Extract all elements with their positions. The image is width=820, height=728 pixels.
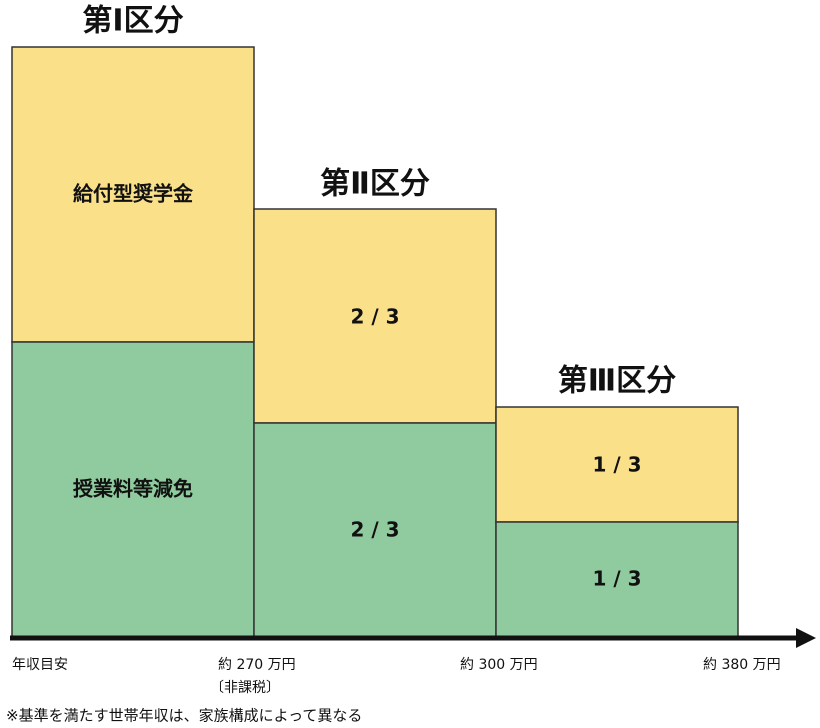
footnote: ※基準を満たす世帯年収は、家族構成によって異なる bbox=[6, 707, 362, 725]
block-label: 授業料等減免 bbox=[73, 477, 193, 501]
column-title: 第Ⅰ区分 bbox=[82, 4, 183, 39]
block-label: 1 / 3 bbox=[592, 453, 641, 477]
block bbox=[495, 521, 739, 638]
block-label: 給付型奨学金 bbox=[73, 182, 194, 206]
axis-tick: 約 270 万円 bbox=[218, 657, 296, 673]
axis-arrow bbox=[796, 628, 816, 648]
axis-tick: 約 380 万円 bbox=[703, 657, 781, 673]
block-label: 2 / 3 bbox=[350, 305, 399, 329]
column-title: 第Ⅲ区分 bbox=[558, 364, 676, 399]
axis-note: 〔非課税〕 bbox=[210, 680, 280, 696]
column-title: 第Ⅱ区分 bbox=[320, 167, 430, 202]
block bbox=[11, 46, 255, 343]
block bbox=[253, 422, 497, 638]
axis-label: 年収目安 bbox=[12, 657, 68, 673]
block-label: 2 / 3 bbox=[350, 518, 399, 542]
block bbox=[253, 208, 497, 424]
block-label: 1 / 3 bbox=[592, 567, 641, 591]
block bbox=[495, 406, 739, 523]
axis-tick: 約 300 万円 bbox=[460, 657, 538, 673]
block bbox=[11, 341, 255, 638]
